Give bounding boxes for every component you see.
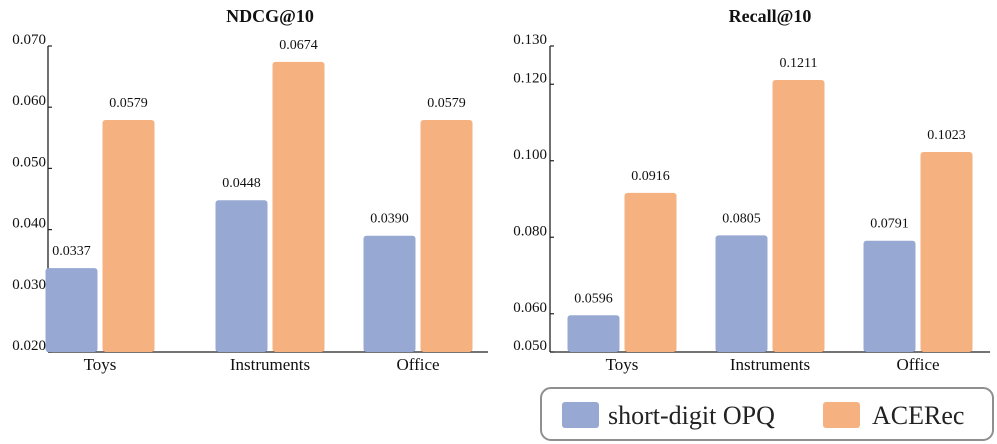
bar-value-label: 0.0579 [427,96,466,111]
bar-value-label: 0.0448 [222,176,261,191]
y-tick-label: 0.020 [12,338,46,354]
x-category-label: Office [896,355,939,374]
bar-opq-instruments [215,200,268,352]
bar-value-label: 0.0791 [870,217,909,232]
y-tick-label: 0.060 [12,93,46,109]
bar-value-label: 0.0337 [52,244,91,259]
legend-swatch-opq [562,402,599,428]
bar-value-label: 0.1023 [927,128,966,143]
x-category-label: Toys [84,355,117,374]
y-tick-label: 0.050 [513,338,547,354]
bar-acerec-office [920,151,973,352]
y-tick-label: 0.100 [513,147,547,163]
bar-opq-toys [45,268,98,352]
y-tick-label: 0.030 [12,277,46,293]
bar-value-label: 0.0596 [574,291,613,306]
legend-label-opq: short-digit OPQ [608,401,775,430]
legend: short-digit OPQ ACERec [540,387,994,441]
chart-panel-2: Recall@10 0.050 0.060 0.080 0.100 0.120 0.130 T… [513,6,990,374]
y-tick-label: 0.070 [12,32,46,48]
chart-title: Recall@10 [729,6,812,26]
bar-acerec-toys [102,120,155,352]
bar-acerec-instruments [772,80,825,352]
bar-value-label: 0.0916 [631,169,670,184]
bar-opq-toys [567,315,620,352]
y-tick-label: 0.120 [513,70,547,86]
x-category-label: Toys [606,355,639,374]
x-category-label: Office [396,355,439,374]
y-tick-label: 0.040 [12,216,46,232]
bar-value-label: 0.0674 [279,38,318,53]
bar-acerec-toys [624,192,677,352]
y-tick-label: 0.050 [12,154,46,170]
x-category-label: Instruments [730,355,810,374]
legend-box [540,387,994,441]
bar-value-label: 0.1211 [780,56,818,71]
chart-title: NDCG@10 [226,6,314,26]
bar-value-label: 0.0805 [722,211,761,226]
legend-swatch-acerec [823,402,860,428]
bar-value-label: 0.0579 [109,96,148,111]
y-tick-label: 0.130 [513,32,547,48]
y-tick-label: 0.080 [513,223,547,239]
bar-acerec-office [420,120,473,352]
bar-opq-instruments [715,235,768,352]
chart-panel-1: NDCG@10 0.020 0.030 0.040 0.050 0.060 0.070 Toy… [12,6,488,374]
x-category-label: Instruments [230,355,310,374]
y-tick-label: 0.060 [513,300,547,316]
bar-opq-office [363,235,416,352]
legend-label-acerec: ACERec [872,401,964,430]
bar-value-label: 0.0390 [370,212,409,227]
bar-opq-office [863,240,916,352]
bar-acerec-instruments [272,61,325,353]
